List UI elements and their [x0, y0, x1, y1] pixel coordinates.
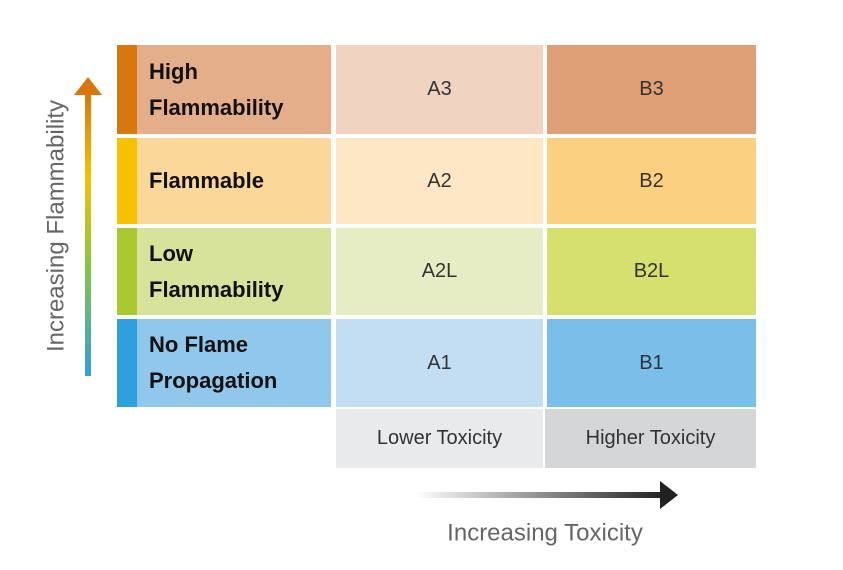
row-label-text: Flammable: [149, 168, 264, 193]
vertical-axis-label: Increasing Flammability: [42, 100, 69, 352]
class-cell: B1: [547, 319, 756, 407]
arrow-head: [74, 77, 102, 95]
class-cell: A1: [336, 319, 543, 407]
arrow-head: [660, 481, 678, 509]
row-label-text: Low Flammability: [149, 240, 284, 302]
row-stripe: [117, 228, 137, 315]
column-label: Higher Toxicity: [545, 409, 756, 468]
horizontal-axis-label: Increasing Toxicity: [447, 519, 643, 546]
row-label: Low Flammability: [137, 228, 331, 315]
class-cell: A3: [336, 45, 543, 134]
class-cell: B3: [547, 45, 756, 134]
class-cell: B2L: [547, 228, 756, 315]
row-stripe: [117, 319, 137, 407]
column-label: Lower Toxicity: [336, 409, 543, 468]
row-label-text: No Flame Propagation: [149, 332, 278, 393]
row-stripe: [117, 138, 137, 224]
class-cell: A2L: [336, 228, 543, 315]
flammability-arrow: [85, 92, 91, 376]
toxicity-arrow: [415, 492, 663, 498]
class-cell: A2: [336, 138, 543, 224]
class-cell: B2: [547, 138, 756, 224]
row-label: Flammable: [137, 138, 331, 224]
row-stripe: [117, 45, 137, 134]
row-label: No Flame Propagation: [137, 319, 331, 407]
row-label: High Flammability: [137, 45, 331, 134]
row-label-text: High Flammability: [149, 58, 284, 120]
